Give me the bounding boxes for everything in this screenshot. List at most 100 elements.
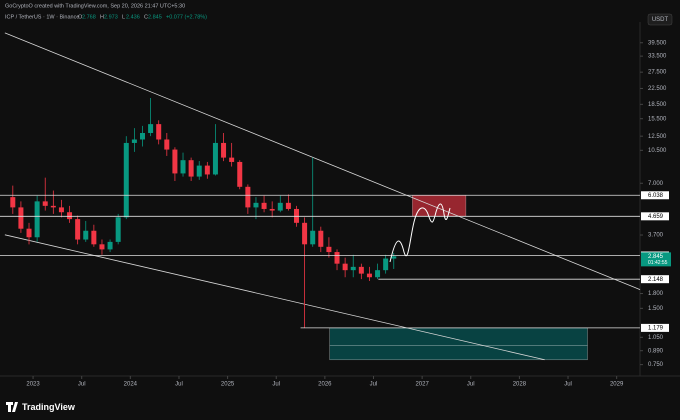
candle-body [34,201,40,238]
candle-body [67,212,73,220]
price-label: 2.845 [648,254,664,260]
x-tick-label: 2028 [513,382,527,388]
candle-body [75,219,81,240]
candle-body [261,202,267,209]
creator: GoCryptoO created with TradingView.com, … [5,3,185,9]
countdown: 01:42:55 [648,260,668,266]
candle-body [350,266,356,271]
candle-body [139,132,145,140]
x-tick-label: 2024 [124,382,138,388]
ohlc-value: 2.845 [148,14,162,20]
candle-body [42,201,48,206]
currency-box[interactable] [647,13,673,26]
x-tick-label: Jul [370,382,378,388]
change: +0.077 (+2.78%) [166,14,207,20]
candle-body [366,273,372,278]
candle-body [391,256,397,259]
x-tick-label: 2023 [26,382,40,388]
candle-body [18,207,24,229]
ohlc-key: H [100,14,104,20]
candle-body [91,230,97,245]
y-tick-label: 1.800 [648,291,664,297]
y-tick-label: 22.500 [648,86,667,92]
candle-body [156,124,162,140]
candle-body [375,270,381,278]
level-label-box [641,212,669,221]
y-tick-label: 10.500 [648,148,667,154]
level-label: 1.179 [648,325,664,331]
brand-name: TradingView [22,402,76,412]
candle-body [318,230,324,247]
level-label-box [641,191,669,200]
ohlc-key: C [144,14,148,20]
candle-body [196,165,202,177]
brand-logo [6,402,18,412]
candle-body [358,266,364,274]
x-tick-label: Jul [175,382,183,388]
candle-body [383,258,389,271]
y-tick-label: 39.500 [648,40,667,46]
y-tick-label: 0.750 [648,362,664,368]
candle-body [180,160,186,174]
candle-body [188,160,194,177]
x-tick-label: Jul [564,382,572,388]
x-tick-label: 2026 [318,382,332,388]
candle-body [245,186,251,208]
candle-body [277,202,283,211]
trendline [4,32,641,290]
candle-body [293,208,299,223]
candle-body [221,142,227,158]
x-tick-label: 2029 [610,382,624,388]
candle-body [50,205,56,208]
candle-body [310,230,316,245]
brand: TradingView [6,402,76,412]
candle-body [99,244,105,250]
x-tick-label: Jul [78,382,86,388]
level-label-box [641,275,669,284]
y-tick-label: 15.500 [648,116,667,122]
symbol-legend: ICP / TetherUS · 1W · Binance O 2.768 H 2.9… [5,14,207,20]
y-tick-label: 1.500 [648,306,664,312]
y-tick-label: 33.500 [648,54,667,60]
candle-body [10,197,16,208]
x-tick-label: Jul [272,382,280,388]
candle-body [342,263,348,271]
y-tick-label: 12.500 [648,134,667,140]
x-tick-label: 2027 [415,382,429,388]
candle-body [148,124,154,133]
zone-box [329,327,588,361]
ohlc-value: 2.436 [126,14,140,20]
y-tick-label: 0.890 [648,348,664,354]
candle-body [269,208,275,211]
candle-body [58,207,64,213]
y-tick-label: 3.700 [648,233,664,239]
level-label: 6.038 [648,193,664,199]
candle-body [123,142,129,218]
price-label-box [641,252,671,267]
y-tick-label: 7.000 [648,181,664,187]
level-label: 2.148 [648,277,664,283]
candle-body [334,252,340,264]
level-label-box [641,323,669,332]
candle-body [229,157,235,162]
y-tick-label: 27.500 [648,70,667,76]
candle-body [326,246,332,253]
projection-path [389,203,451,263]
candle-body [164,139,170,150]
candle-body [204,165,210,175]
x-tick-label: Jul [467,382,475,388]
plot [0,32,641,361]
candle-body [131,139,137,143]
candle-body [115,217,121,242]
candle-body [285,202,291,209]
level-label: 4.659 [648,214,664,220]
y-tick-label: 18.500 [648,102,667,108]
ohlc-value: 2.973 [104,14,118,20]
candle-body [26,228,32,238]
candle-body [212,142,218,175]
currency[interactable]: USDT [652,17,669,23]
symbol: ICP / TetherUS · 1W · Binance [5,14,79,20]
ohlc-value: 2.768 [82,14,96,20]
